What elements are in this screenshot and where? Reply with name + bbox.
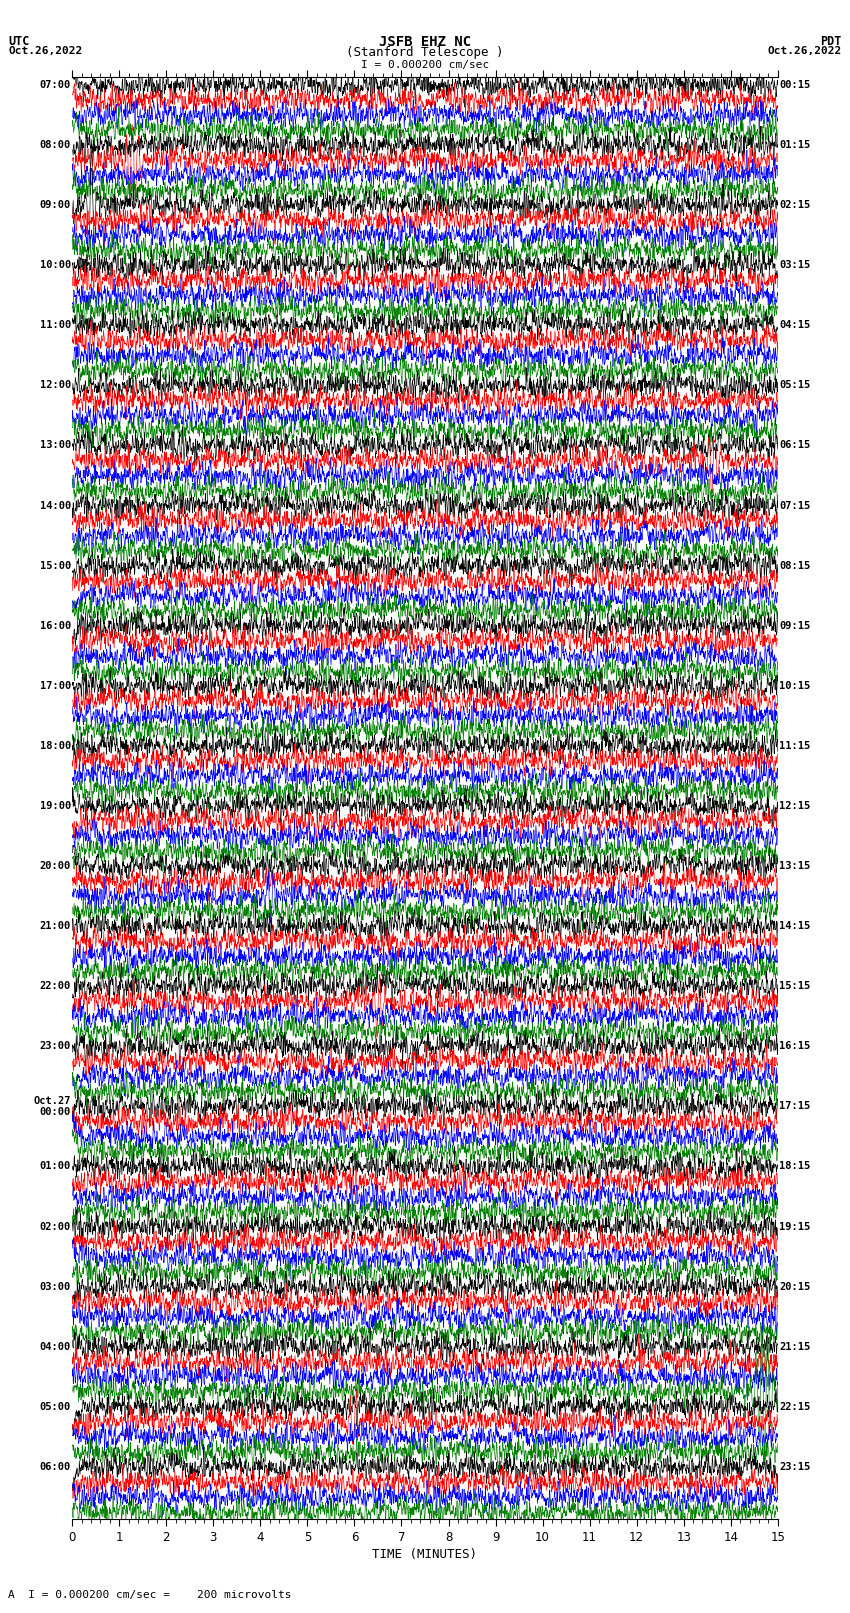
Text: 14:00: 14:00 [40,500,71,511]
X-axis label: TIME (MINUTES): TIME (MINUTES) [372,1548,478,1561]
Text: 16:00: 16:00 [40,621,71,631]
Text: 12:00: 12:00 [40,381,71,390]
Text: 08:00: 08:00 [40,140,71,150]
Text: A  I = 0.000200 cm/sec =    200 microvolts: A I = 0.000200 cm/sec = 200 microvolts [8,1590,292,1600]
Text: Oct.26,2022: Oct.26,2022 [768,45,842,56]
Text: 14:15: 14:15 [779,921,810,931]
Text: 10:00: 10:00 [40,260,71,271]
Text: 13:15: 13:15 [779,861,810,871]
Text: 02:00: 02:00 [40,1221,71,1232]
Text: 22:15: 22:15 [779,1402,810,1411]
Text: 12:15: 12:15 [779,802,810,811]
Text: 02:15: 02:15 [779,200,810,210]
Text: 09:00: 09:00 [40,200,71,210]
Text: 06:00: 06:00 [40,1461,71,1473]
Text: UTC: UTC [8,35,30,48]
Text: 07:00: 07:00 [40,81,71,90]
Text: 01:15: 01:15 [779,140,810,150]
Text: 19:15: 19:15 [779,1221,810,1232]
Text: 17:15: 17:15 [779,1102,810,1111]
Text: Oct.26,2022: Oct.26,2022 [8,45,82,56]
Text: 16:15: 16:15 [779,1042,810,1052]
Text: 18:00: 18:00 [40,740,71,752]
Text: 20:00: 20:00 [40,861,71,871]
Text: 11:00: 11:00 [40,321,71,331]
Text: 22:00: 22:00 [40,981,71,992]
Text: 23:00: 23:00 [40,1042,71,1052]
Text: 11:15: 11:15 [779,740,810,752]
Text: 21:00: 21:00 [40,921,71,931]
Text: 01:00: 01:00 [40,1161,71,1171]
Text: 04:00: 04:00 [40,1342,71,1352]
Text: 20:15: 20:15 [779,1282,810,1292]
Text: 18:15: 18:15 [779,1161,810,1171]
Text: Oct.27
00:00: Oct.27 00:00 [33,1095,71,1118]
Text: 17:00: 17:00 [40,681,71,690]
Text: 05:15: 05:15 [779,381,810,390]
Text: PDT: PDT [820,35,842,48]
Text: 19:00: 19:00 [40,802,71,811]
Text: 09:15: 09:15 [779,621,810,631]
Text: 10:15: 10:15 [779,681,810,690]
Text: JSFB EHZ NC: JSFB EHZ NC [379,35,471,48]
Text: 21:15: 21:15 [779,1342,810,1352]
Text: 13:00: 13:00 [40,440,71,450]
Text: 15:00: 15:00 [40,561,71,571]
Text: I = 0.000200 cm/sec: I = 0.000200 cm/sec [361,60,489,69]
Text: 06:15: 06:15 [779,440,810,450]
Text: 15:15: 15:15 [779,981,810,992]
Text: 05:00: 05:00 [40,1402,71,1411]
Text: 07:15: 07:15 [779,500,810,511]
Text: 03:00: 03:00 [40,1282,71,1292]
Text: 23:15: 23:15 [779,1461,810,1473]
Text: 04:15: 04:15 [779,321,810,331]
Text: 08:15: 08:15 [779,561,810,571]
Text: 00:15: 00:15 [779,81,810,90]
Text: 03:15: 03:15 [779,260,810,271]
Text: (Stanford Telescope ): (Stanford Telescope ) [346,45,504,60]
